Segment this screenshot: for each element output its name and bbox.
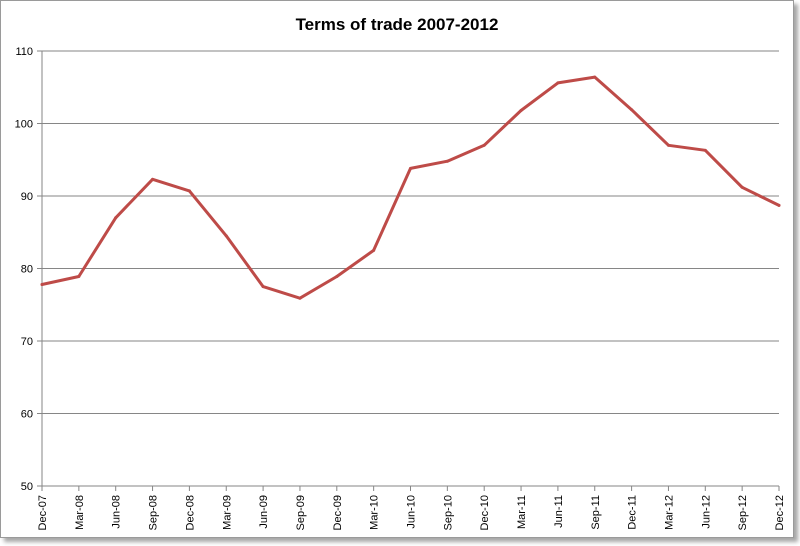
data-point bbox=[630, 108, 634, 112]
y-axis-ticks: 50 60 70 80 90 100 110 bbox=[15, 46, 33, 493]
data-point bbox=[777, 203, 781, 207]
data-point bbox=[666, 143, 670, 147]
y-tick-label: 110 bbox=[15, 46, 33, 58]
y-tick-label: 60 bbox=[21, 409, 33, 421]
x-tick-label: Mar-08 bbox=[74, 495, 86, 530]
data-point bbox=[445, 159, 449, 163]
x-tick-label: Mar-12 bbox=[663, 495, 675, 530]
data-point bbox=[556, 81, 560, 85]
series-line bbox=[40, 75, 781, 300]
x-tick-label: Dec-09 bbox=[332, 495, 344, 530]
data-point bbox=[409, 166, 412, 170]
data-point bbox=[740, 185, 744, 189]
x-axis-ticks: Dec-07 Mar-08 Jun-08 Sep-08 Dec-08 Mar-09 Jun-… bbox=[37, 495, 786, 530]
x-tick-label: Mar-11 bbox=[516, 495, 528, 529]
y-tick-label: 90 bbox=[21, 191, 33, 203]
x-tick-label: Jun-10 bbox=[406, 495, 418, 529]
x-tick-label: Sep-08 bbox=[148, 495, 160, 530]
y-tick-label: 100 bbox=[15, 119, 33, 131]
data-point bbox=[261, 285, 265, 289]
x-tick-label: Jun-09 bbox=[258, 495, 270, 529]
data-point bbox=[703, 148, 707, 152]
x-tick-label: Dec-12 bbox=[774, 495, 786, 530]
x-tick-label: Jun-12 bbox=[700, 495, 712, 529]
data-point bbox=[224, 234, 228, 238]
y-tick-label: 80 bbox=[21, 264, 33, 276]
x-tick-label: Sep-12 bbox=[737, 495, 749, 530]
data-point bbox=[114, 216, 118, 220]
data-point bbox=[335, 274, 339, 278]
x-tick-label: Dec-10 bbox=[479, 495, 491, 530]
data-point bbox=[40, 282, 44, 286]
x-tick-label: Jun-08 bbox=[111, 495, 123, 529]
x-tick-label: Sep-11 bbox=[590, 495, 602, 530]
series-layer bbox=[40, 75, 781, 300]
y-tick-label: 70 bbox=[21, 336, 33, 348]
chart-title: Terms of trade 2007-2012 bbox=[296, 15, 499, 34]
x-tick-label: Dec-07 bbox=[37, 495, 49, 530]
data-point bbox=[77, 274, 81, 278]
x-tick-label: Mar-10 bbox=[369, 495, 381, 530]
data-point bbox=[593, 75, 597, 79]
data-point bbox=[519, 108, 523, 112]
data-point bbox=[151, 177, 155, 181]
data-point bbox=[187, 189, 191, 193]
y-tick-label: 50 bbox=[21, 481, 33, 493]
x-tick-label: Jun-11 bbox=[553, 495, 565, 528]
x-tick-label: Sep-10 bbox=[442, 495, 454, 530]
data-point bbox=[372, 248, 376, 252]
x-tick-label: Sep-09 bbox=[295, 495, 307, 530]
axes bbox=[37, 50, 780, 491]
x-tick-label: Mar-09 bbox=[221, 495, 233, 530]
x-tick-label: Dec-11 bbox=[627, 495, 639, 530]
gridlines bbox=[42, 50, 779, 487]
data-point bbox=[298, 296, 302, 300]
data-point bbox=[482, 143, 486, 147]
x-tick-label: Dec-08 bbox=[184, 495, 196, 530]
